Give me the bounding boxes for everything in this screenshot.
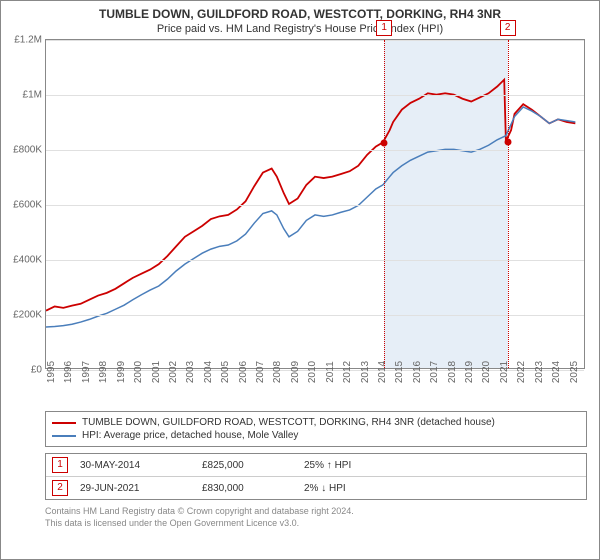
legend-label: TUMBLE DOWN, GUILDFORD ROAD, WESTCOTT, D… [82,417,495,428]
legend-swatch [52,435,76,437]
x-axis-label: 2009 [290,361,301,383]
x-axis-label: 2019 [464,361,475,383]
y-axis-label: £800K [13,145,42,156]
x-axis-label: 1997 [81,361,92,383]
chart-legend: TUMBLE DOWN, GUILDFORD ROAD, WESTCOTT, D… [45,411,587,447]
sale-marker-box: 2 [500,20,516,36]
sale-row: 2 29-JUN-2021 £830,000 2% ↓ HPI [46,476,586,499]
x-axis-label: 2018 [447,361,458,383]
x-axis-label: 1995 [46,361,57,383]
footer-attribution: Contains HM Land Registry data © Crown c… [45,506,587,529]
x-axis-label: 1999 [116,361,127,383]
gridline [46,260,584,261]
legend-item: HPI: Average price, detached house, Mole… [52,429,580,442]
sale-vline [508,40,509,368]
x-axis-label: 2011 [325,361,336,383]
sale-marker: 2 [52,480,68,496]
sales-table: 1 30-MAY-2014 £825,000 25% ↑ HPI 2 29-JUN-202… [45,453,587,500]
x-axis-label: 2005 [220,361,231,383]
x-axis-label: 2010 [307,361,318,383]
x-axis-label: 2024 [551,361,562,383]
x-axis-label: 2022 [516,361,527,383]
x-axis-label: 1996 [63,361,74,383]
y-axis-label: £200K [13,310,42,321]
footer-line-2: This data is licensed under the Open Gov… [45,518,587,530]
x-axis-label: 2012 [342,361,353,383]
x-axis-label: 2013 [360,361,371,383]
sale-date: 30-MAY-2014 [80,460,190,471]
gridline [46,205,584,206]
x-axis-label: 2002 [168,361,179,383]
x-axis-label: 2000 [133,361,144,383]
sale-vline [384,40,385,368]
y-axis-label: £600K [13,200,42,211]
x-axis-label: 2023 [534,361,545,383]
sale-marker-box: 1 [376,20,392,36]
y-axis-label: £1.2M [14,35,42,46]
gridline [46,150,584,151]
chart-svg [46,40,584,368]
y-axis-label: £1M [23,90,42,101]
footer-line-1: Contains HM Land Registry data © Crown c… [45,506,587,518]
x-axis-label: 2007 [255,361,266,383]
sale-price: £825,000 [202,460,292,471]
sale-dot [381,140,388,147]
chart-title: TUMBLE DOWN, GUILDFORD ROAD, WESTCOTT, D… [1,1,599,21]
y-axis-label: £0 [31,365,42,376]
x-axis-label: 2006 [238,361,249,383]
sale-dot [504,138,511,145]
chart-plot-area: £0£200K£400K£600K£800K£1M£1.2M1995199619… [45,39,585,369]
gridline [46,40,584,41]
x-axis-label: 2003 [185,361,196,383]
legend-label: HPI: Average price, detached house, Mole… [82,430,298,441]
series-line-hpi [46,107,575,327]
x-axis-label: 2017 [429,361,440,383]
x-axis-label: 2015 [394,361,405,383]
x-axis-label: 2020 [481,361,492,383]
legend-item: TUMBLE DOWN, GUILDFORD ROAD, WESTCOTT, D… [52,416,580,429]
sale-diff: 2% ↓ HPI [304,483,394,494]
legend-swatch [52,422,76,424]
x-axis-label: 2025 [569,361,580,383]
x-axis-label: 2008 [272,361,283,383]
x-axis-label: 1998 [98,361,109,383]
gridline [46,95,584,96]
x-axis-label: 2004 [203,361,214,383]
sale-date: 29-JUN-2021 [80,483,190,494]
gridline [46,315,584,316]
series-line-property [46,80,575,311]
sale-marker: 1 [52,457,68,473]
chart-container: TUMBLE DOWN, GUILDFORD ROAD, WESTCOTT, D… [0,0,600,560]
sale-price: £830,000 [202,483,292,494]
x-axis-label: 2014 [377,361,388,383]
sale-row: 1 30-MAY-2014 £825,000 25% ↑ HPI [46,454,586,476]
x-axis-label: 2016 [412,361,423,383]
sale-diff: 25% ↑ HPI [304,460,394,471]
x-axis-label: 2001 [151,361,162,383]
y-axis-label: £400K [13,255,42,266]
